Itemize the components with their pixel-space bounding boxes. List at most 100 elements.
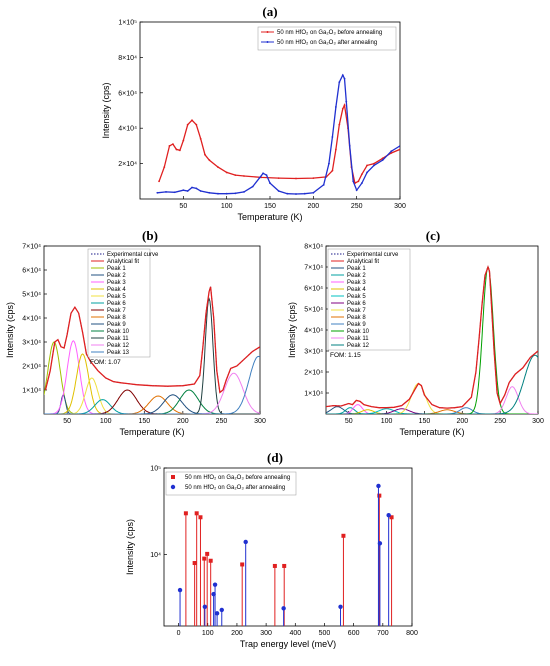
peak-curve: [44, 297, 260, 414]
data-point: [272, 563, 277, 568]
y-axis-label: Intensity (cps): [125, 519, 135, 575]
peak-curve: [44, 355, 260, 414]
data-point: [338, 81, 341, 84]
legend-label: Peak 11: [107, 336, 129, 342]
data-point: [183, 511, 188, 516]
legend-label: Peak 4: [107, 287, 126, 293]
data-point: [312, 177, 315, 180]
data-point: [277, 177, 280, 180]
legend-label: Experimental curve: [107, 252, 159, 258]
x-tick-label: 300: [260, 630, 272, 637]
legend-label: Peak 1: [347, 266, 366, 272]
data-point: [243, 539, 248, 545]
data-point: [208, 159, 211, 161]
x-tick-label: 500: [319, 630, 331, 637]
peak-curve: [326, 386, 538, 414]
x-tick-label: 100: [202, 630, 214, 637]
data-point: [156, 191, 159, 194]
data-point: [322, 183, 325, 186]
chart-panel-b: 50 100 150 200 250 300 1×10⁴ 2×10⁴ 3×10⁴ 4×10⁴ 5×1…: [5, 244, 266, 438]
y-tick-label: 7×10⁴: [22, 244, 41, 251]
legend-label: Peak 10: [107, 329, 130, 335]
panel-label-a: (a): [262, 4, 277, 19]
peak-curve: [44, 394, 260, 414]
data-point: [360, 173, 363, 176]
data-point: [191, 119, 193, 122]
plot-frame: [163, 467, 413, 627]
data-point: [258, 176, 261, 179]
legend-box: [327, 248, 411, 351]
series-line: [158, 103, 400, 185]
x-tick-label: 700: [377, 630, 389, 637]
legend-label: Peak 4: [347, 287, 366, 293]
x-tick-label: 50: [345, 418, 353, 425]
data-point: [173, 191, 176, 194]
legend-label: Peak 10: [347, 329, 370, 335]
data-point: [355, 189, 358, 192]
x-tick-label: 0: [177, 630, 181, 637]
data-point: [269, 182, 271, 184]
x-tick-label: 100: [221, 203, 233, 210]
data-point: [195, 123, 198, 126]
data-point: [360, 182, 363, 184]
peak-curve: [44, 372, 260, 414]
data-point: [265, 174, 268, 177]
x-tick-label: 200: [307, 203, 319, 210]
legend-marker: [171, 475, 175, 479]
legend: 50 nm HfO₂ on Ga₂O₃ before annealing 50 n…: [165, 471, 297, 496]
data-point: [225, 192, 228, 195]
x-tick-label: 150: [264, 203, 276, 210]
legend-label: 50 nm HfO₂ on Ga₂O₃ before annealing: [185, 475, 290, 481]
data-point: [219, 607, 224, 613]
data-point: [331, 136, 334, 138]
legend: 50 nm HfO₂ on Ga₂O₃ before annealing 50 n…: [257, 26, 397, 51]
x-tick-label: 150: [138, 418, 150, 425]
data-point: [399, 148, 400, 151]
legend-label: Peak 7: [347, 308, 366, 314]
data-point: [240, 562, 245, 567]
legend-label: Analytical fit: [107, 259, 139, 265]
peak-curve: [44, 389, 260, 414]
panel-label-b: (b): [142, 228, 158, 243]
fom-label: FOM: 1.07: [90, 359, 121, 366]
series-line: [326, 265, 538, 409]
legend-label: Peak 12: [107, 343, 130, 349]
legend-label: Peak 6: [347, 301, 366, 307]
series-line: [157, 73, 400, 195]
peak-curve: [326, 409, 538, 414]
legend-label: Peak 8: [347, 315, 366, 321]
data-point: [277, 190, 280, 192]
data-point: [341, 107, 344, 110]
legend-label: Peak 11: [347, 336, 369, 342]
chart-panel-a: 50 100 150 200 250 300 2×10⁴ 4×10⁴ 6×10⁴ 8×10⁴ 1×1…: [101, 20, 406, 223]
x-axis-label: Temperature (K): [237, 212, 302, 222]
legend-label: Experimental curve: [347, 252, 399, 258]
peak-curve: [326, 383, 538, 414]
x-tick-label: 600: [348, 630, 360, 637]
x-tick-label: 250: [494, 418, 506, 425]
panel-label-d: (d): [267, 450, 283, 465]
legend-label: Peak 12: [347, 343, 370, 349]
data-point: [163, 166, 166, 169]
y-tick-label: 6×10⁴: [118, 90, 137, 97]
y-tick-label: 3×10⁴: [22, 340, 41, 347]
x-tick-label: 300: [532, 418, 544, 425]
data-point: [343, 77, 346, 80]
peak-curve: [44, 393, 260, 414]
plot-area: [326, 265, 538, 414]
y-tick-label: 4×10⁴: [304, 328, 323, 335]
data-point: [286, 192, 289, 195]
data-point: [390, 150, 393, 153]
data-point: [217, 166, 219, 169]
plot-frame: [43, 245, 261, 415]
data-point: [158, 180, 160, 183]
data-point: [295, 177, 297, 180]
data-point: [182, 189, 185, 192]
data-point: [312, 191, 315, 194]
data-point: [389, 515, 394, 520]
legend-marker: [170, 484, 176, 490]
legend-label: Peak 8: [107, 315, 126, 321]
legend-label: Peak 7: [107, 308, 126, 314]
data-point: [366, 171, 368, 174]
legend-box: [165, 471, 297, 496]
